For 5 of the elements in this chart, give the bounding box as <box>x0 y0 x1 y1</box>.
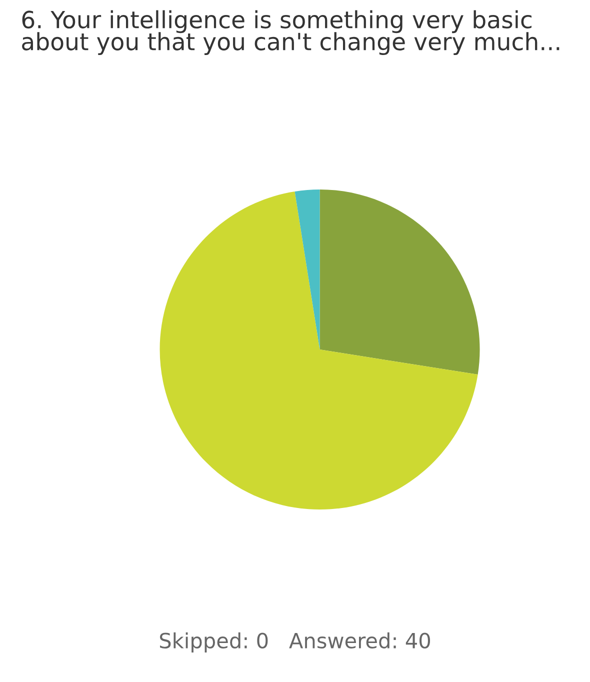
pie-slice <box>294 190 320 350</box>
text: Skipped: 0 Answered: 40 <box>160 632 430 653</box>
pie-slice <box>160 191 478 510</box>
chart-title: 6. Your intelligence is something very basic about you that you can't change very much... <box>22 10 560 56</box>
pie-slice <box>320 190 480 375</box>
